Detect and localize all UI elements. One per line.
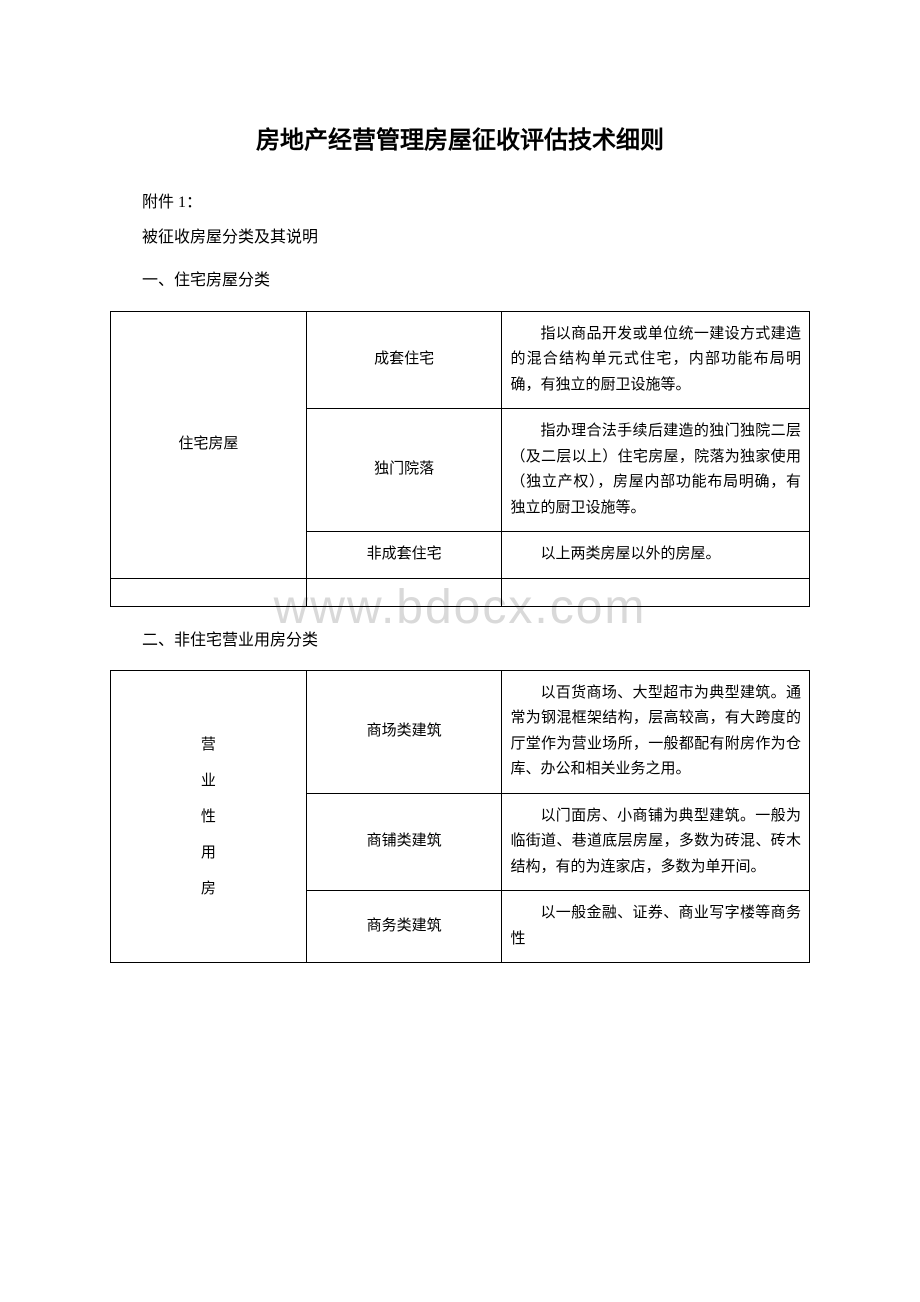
type-cell: 成套住宅	[306, 311, 502, 409]
vertical-char: 性	[119, 799, 298, 835]
type-cell: 非成套住宅	[306, 532, 502, 579]
vertical-char: 房	[119, 871, 298, 907]
empty-cell	[502, 578, 810, 606]
vertical-char: 用	[119, 835, 298, 871]
desc-cell: 以百货商场、大型超市为典型建筑。通常为钢混框架结构，层高较高，有大跨度的厅堂作为…	[502, 670, 810, 793]
table-row: 营 业 性 用 房 商场类建筑 以百货商场、大型超市为典型建筑。通常为钢混框架结…	[111, 670, 810, 793]
subtitle: 被征收房屋分类及其说明	[110, 220, 810, 255]
desc-cell: 指以商品开发或单位统一建设方式建造的混合结构单元式住宅，内部功能布局明确，有独立…	[502, 311, 810, 409]
empty-cell	[306, 578, 502, 606]
vertical-char: 业	[119, 763, 298, 799]
table-commercial: 营 业 性 用 房 商场类建筑 以百货商场、大型超市为典型建筑。通常为钢混框架结…	[110, 670, 810, 964]
desc-cell: 指办理合法手续后建造的独门独院二层（及二层以上）住宅房屋，院落为独家使用（独立产…	[502, 409, 810, 532]
desc-cell: 以门面房、小商铺为典型建筑。一般为临街道、巷道底层房屋，多数为砖混、砖木结构，有…	[502, 793, 810, 891]
type-cell: 商务类建筑	[306, 891, 502, 963]
section1-heading: 一、住宅房屋分类	[110, 263, 810, 298]
empty-cell	[111, 578, 307, 606]
category-cell: 住宅房屋	[111, 311, 307, 578]
vertical-char: 营	[119, 727, 298, 763]
document-title: 房地产经营管理房屋征收评估技术细则	[110, 120, 810, 155]
table-row-empty	[111, 578, 810, 606]
desc-cell: 以一般金融、证券、商业写字楼等商务性	[502, 891, 810, 963]
table-row: 住宅房屋 成套住宅 指以商品开发或单位统一建设方式建造的混合结构单元式住宅，内部…	[111, 311, 810, 409]
category-cell-vertical: 营 业 性 用 房	[111, 670, 307, 963]
desc-cell: 以上两类房屋以外的房屋。	[502, 532, 810, 579]
attachment-label: 附件 1：	[110, 185, 810, 220]
table-residential: 住宅房屋 成套住宅 指以商品开发或单位统一建设方式建造的混合结构单元式住宅，内部…	[110, 311, 810, 607]
section2-heading: 二、非住宅营业用房分类	[110, 623, 810, 658]
type-cell: 商铺类建筑	[306, 793, 502, 891]
type-cell: 商场类建筑	[306, 670, 502, 793]
type-cell: 独门院落	[306, 409, 502, 532]
